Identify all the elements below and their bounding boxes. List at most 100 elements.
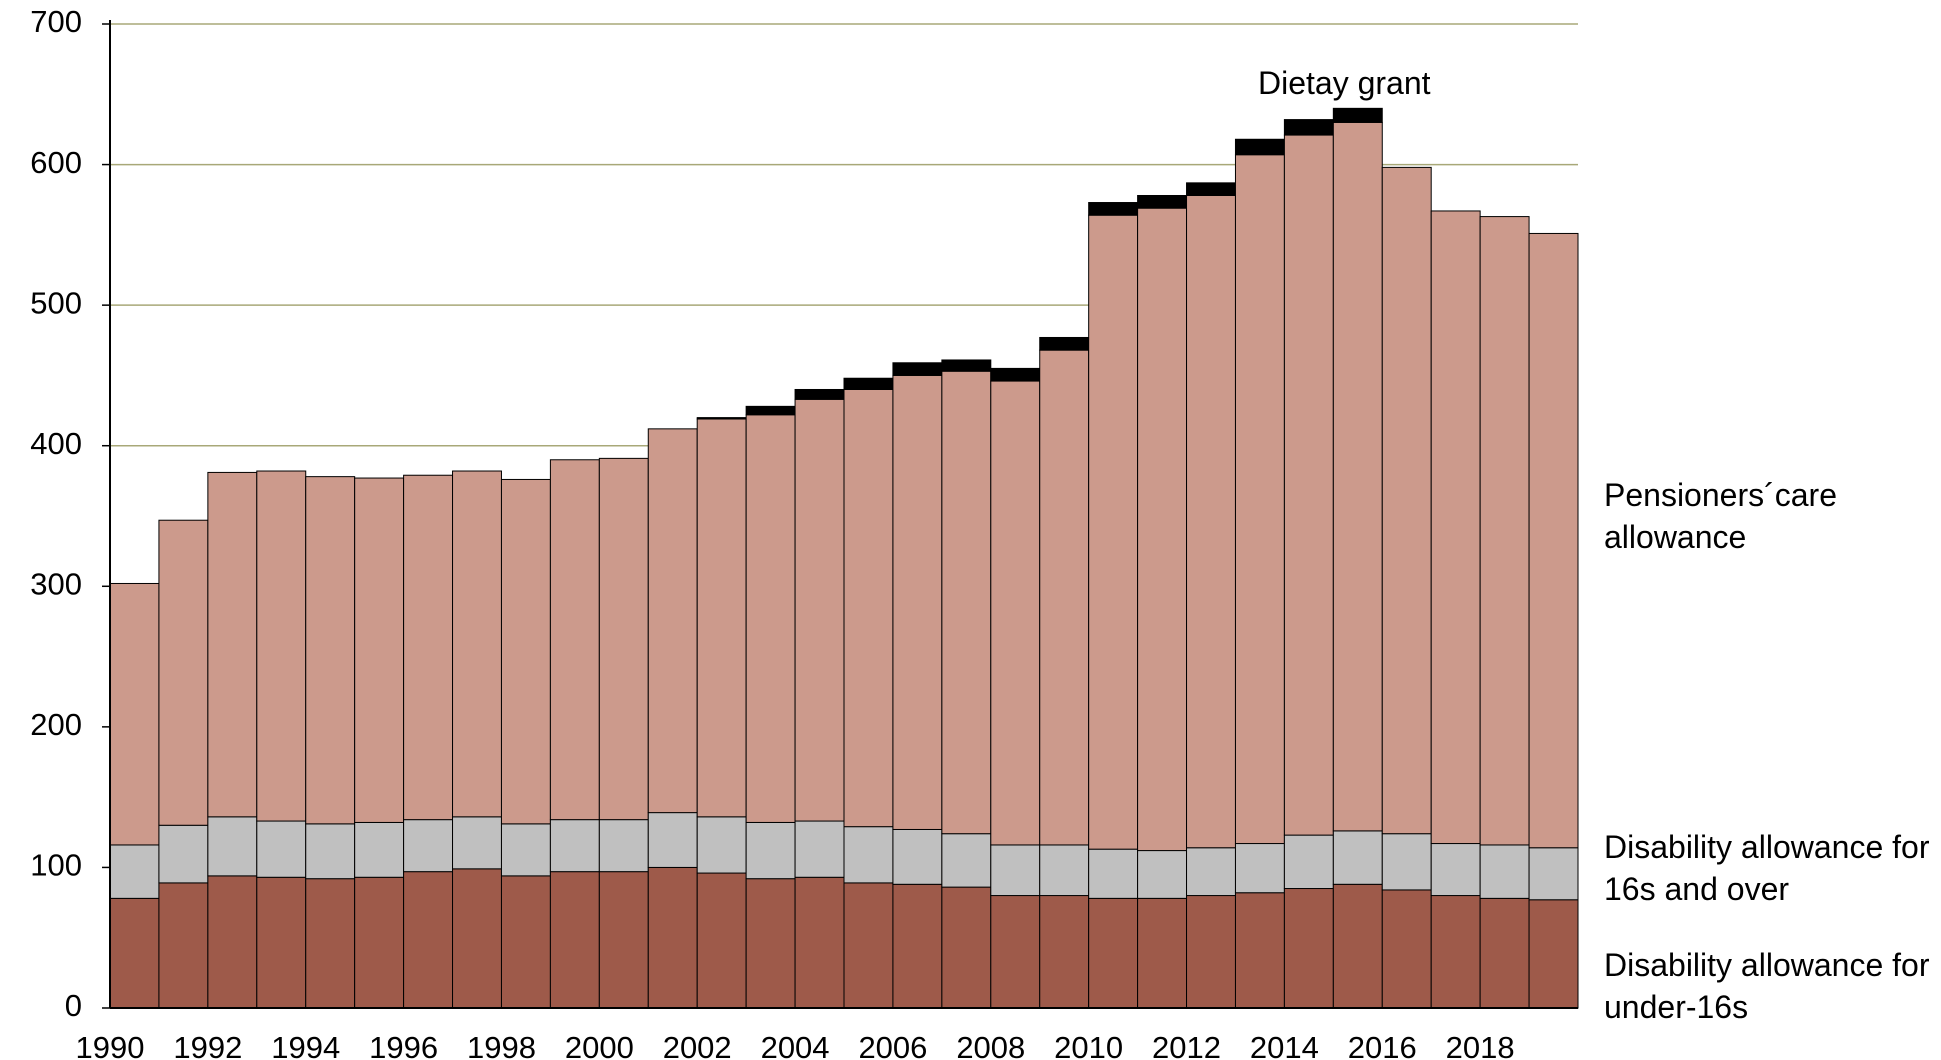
bar-segment xyxy=(990,895,1041,1009)
bar-segment xyxy=(941,370,992,835)
bar-segment xyxy=(647,812,698,868)
bar-segment xyxy=(1283,888,1334,1009)
bar-segment xyxy=(1283,134,1334,836)
bar-segment xyxy=(647,428,698,814)
y-tick-label: 400 xyxy=(30,426,82,461)
bar-segment xyxy=(452,868,502,1009)
bar-segment xyxy=(1186,182,1236,196)
bar-segment xyxy=(1039,844,1090,897)
bar-segment xyxy=(452,470,502,818)
bar-segment xyxy=(158,882,209,1009)
bar-segment xyxy=(892,374,943,830)
bar-segment xyxy=(305,823,356,880)
bar-segment xyxy=(1430,843,1481,897)
bar-segment xyxy=(1137,194,1188,209)
bar-segment xyxy=(500,875,551,1009)
bar-segment xyxy=(549,871,600,1009)
bar-segment xyxy=(990,380,1041,846)
bar-segment xyxy=(794,398,845,822)
bar-segment xyxy=(354,876,405,1009)
bar-segment xyxy=(500,823,551,877)
bar-segment xyxy=(696,872,747,1009)
x-tick-label: 1996 xyxy=(369,1030,438,1060)
bar-segment xyxy=(696,418,747,818)
bar-segment xyxy=(941,886,992,1009)
bar-segment xyxy=(500,478,551,825)
bar-segment xyxy=(794,388,845,400)
bar-segment xyxy=(1479,216,1530,846)
bar-segment xyxy=(109,897,160,1009)
bar-segment xyxy=(745,821,796,880)
bar-segment xyxy=(1332,883,1383,1009)
x-tick-label: 1992 xyxy=(173,1030,242,1060)
bar-segment xyxy=(1479,844,1530,899)
bar-segment xyxy=(452,816,502,870)
x-tick-label: 2004 xyxy=(761,1030,830,1060)
x-tick-label: 1998 xyxy=(467,1030,536,1060)
bar-segment xyxy=(207,471,258,818)
bar-segment xyxy=(1088,202,1139,216)
bar-segment xyxy=(305,476,356,825)
bar-segment xyxy=(1528,899,1579,1009)
series-label: Dietay grant xyxy=(1258,65,1431,101)
bar-segment xyxy=(1332,830,1383,885)
bar-segment xyxy=(598,871,649,1009)
bar-segment xyxy=(1234,843,1285,894)
bar-segment xyxy=(696,816,747,874)
x-tick-label: 1990 xyxy=(76,1030,145,1060)
bar-segment xyxy=(843,388,894,828)
bar-segment xyxy=(794,876,845,1009)
bar-segment xyxy=(1039,336,1090,351)
bar-segment xyxy=(158,519,209,826)
bar-segment xyxy=(990,367,1041,382)
bar-segment xyxy=(1283,834,1334,890)
bar-segment xyxy=(1088,214,1139,850)
bar-segment xyxy=(207,875,258,1009)
bar-segment xyxy=(1137,897,1188,1009)
series-label: Disability allowance for 16s and over xyxy=(1604,829,1930,907)
bar-segment xyxy=(1479,897,1530,1009)
bar-segment xyxy=(403,474,454,821)
bar-segment xyxy=(1528,232,1579,849)
bar-segment xyxy=(941,833,992,888)
bar-segment xyxy=(941,359,992,372)
bar-segment xyxy=(256,876,307,1009)
x-tick-label: 2014 xyxy=(1250,1030,1319,1060)
bar-segment xyxy=(1039,349,1090,846)
bar-segment xyxy=(1234,892,1285,1009)
bar-segment xyxy=(794,820,845,878)
bar-segment xyxy=(549,819,600,873)
bar-segment xyxy=(745,405,796,416)
y-tick-label: 600 xyxy=(30,145,82,180)
bar-segment xyxy=(403,819,454,873)
bar-segment xyxy=(1088,848,1139,899)
bar-segment xyxy=(990,844,1041,897)
bar-segment xyxy=(598,819,649,873)
series-label: Disability allowance for under-16s xyxy=(1604,947,1930,1025)
bar-segment xyxy=(1088,897,1139,1009)
bar-segment xyxy=(1186,847,1236,897)
y-tick-label: 500 xyxy=(30,285,82,320)
bar-segment xyxy=(696,417,747,420)
bar-segment xyxy=(1039,895,1090,1009)
x-tick-label: 1994 xyxy=(271,1030,340,1060)
bar-segment xyxy=(354,477,405,823)
y-tick-label: 700 xyxy=(30,4,82,39)
bar-segment xyxy=(1430,210,1481,845)
x-tick-label: 2016 xyxy=(1348,1030,1417,1060)
x-tick-label: 2006 xyxy=(858,1030,927,1060)
x-tick-label: 2008 xyxy=(956,1030,1025,1060)
bar-segment xyxy=(305,878,356,1009)
bar-segment xyxy=(892,828,943,885)
bar-segment xyxy=(843,377,894,390)
bar-segment xyxy=(647,866,698,1009)
bar-segment xyxy=(256,820,307,878)
x-tick-label: 2002 xyxy=(663,1030,732,1060)
bar-segment xyxy=(1186,895,1236,1009)
bar-segment xyxy=(1234,138,1285,156)
bar-segment xyxy=(1332,121,1383,832)
bar-segment xyxy=(892,362,943,376)
bar-segment xyxy=(1186,194,1236,849)
